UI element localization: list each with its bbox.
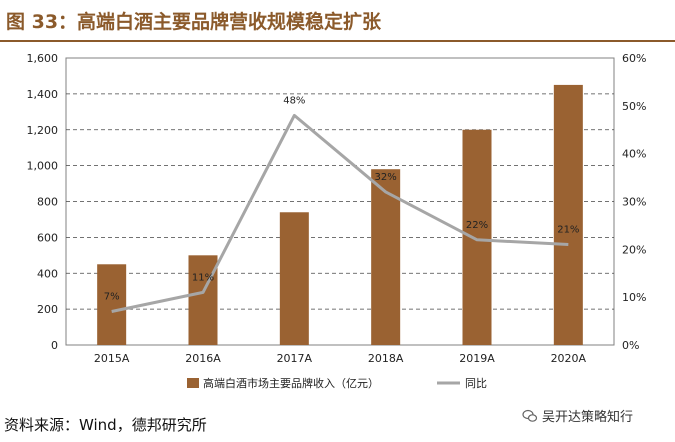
- y-left-tick-label: 600: [37, 231, 58, 244]
- y-left-tick-label: 1,400: [27, 88, 59, 101]
- bar: [462, 129, 492, 345]
- y-left-tick-label: 1,600: [27, 52, 59, 65]
- y-right-tick-label: 60%: [622, 52, 646, 65]
- x-tick-label: 2020A: [551, 352, 587, 365]
- y-right-tick-label: 50%: [622, 100, 646, 113]
- y-right-tick-label: 20%: [622, 243, 646, 256]
- data-label: 21%: [557, 225, 579, 236]
- data-label: 32%: [375, 172, 397, 183]
- x-tick-label: 2017A: [277, 352, 313, 365]
- legend-label-line: 同比: [465, 377, 487, 390]
- data-label: 11%: [192, 272, 214, 283]
- wechat-icon: [522, 409, 538, 422]
- bar: [553, 84, 583, 345]
- x-tick-label: 2019A: [459, 352, 495, 365]
- y-left-tick-label: 400: [37, 267, 58, 280]
- source-note: 资料来源：Wind，德邦研究所: [4, 416, 207, 434]
- data-label: 22%: [466, 220, 488, 231]
- y-left-tick-label: 0: [51, 339, 58, 352]
- y-right-tick-label: 10%: [622, 291, 646, 304]
- x-tick-label: 2018A: [368, 352, 404, 365]
- chart-title: 图 33：高端白酒主要品牌营收规模稳定扩张: [6, 11, 382, 33]
- title-divider: [0, 40, 675, 42]
- y-right-tick-label: 40%: [622, 148, 646, 161]
- y-right-tick-label: 0%: [622, 339, 639, 352]
- y-left-tick-label: 1,200: [27, 124, 59, 137]
- y-left-tick-label: 800: [37, 196, 58, 209]
- x-tick-label: 2015A: [94, 352, 130, 365]
- watermark-text: 吴开达策略知行: [542, 410, 634, 425]
- yoy-line: [111, 113, 569, 313]
- x-tick-label: 2016A: [185, 352, 221, 365]
- bar: [188, 255, 218, 345]
- bar: [97, 264, 127, 345]
- y-left-tick-label: 1,000: [27, 160, 59, 173]
- legend-label-bar: 高端白酒市场主要品牌收入（亿元）: [203, 376, 379, 390]
- bar: [279, 212, 309, 345]
- y-right-tick-label: 30%: [622, 196, 646, 209]
- y-left-tick-label: 200: [37, 303, 58, 316]
- legend-swatch-bar: [187, 378, 199, 388]
- watermark: 吴开达策略知行: [522, 406, 633, 425]
- data-label: 7%: [104, 292, 120, 303]
- data-label: 48%: [283, 95, 305, 106]
